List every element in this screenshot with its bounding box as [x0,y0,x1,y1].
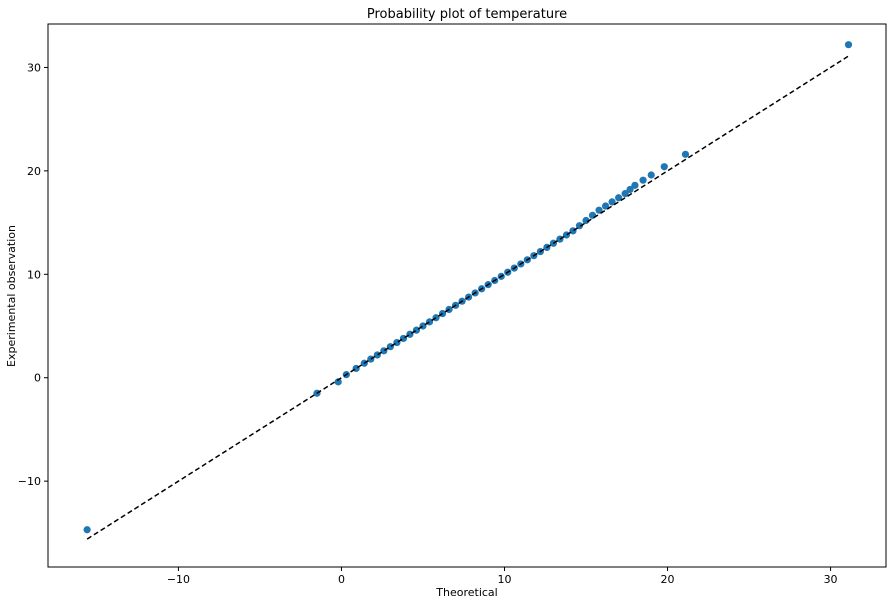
x-tick-label: 10 [497,573,511,586]
x-tick-label: 0 [338,573,345,586]
data-point [373,351,381,359]
data-point [334,378,342,386]
data-point [647,171,655,179]
plot-area: −10 0 10 20 30 −10 0 10 20 30 [18,23,887,586]
data-point [681,150,690,158]
data-point [352,364,360,373]
data-point [588,211,597,219]
data-point [556,235,564,243]
data-point [631,181,639,189]
data-point [419,322,427,330]
x-tick-label: −10 [167,573,190,586]
data-point [626,185,634,194]
data-point [615,194,623,202]
data-point [562,231,571,239]
data-point [575,222,584,230]
data-point [608,198,616,206]
y-tick-label: 20 [27,165,41,178]
data-point [399,334,408,343]
data-point [569,227,577,235]
x-axis-label: Theoretical [435,586,497,599]
data-point [83,526,91,534]
data-point [660,163,668,171]
y-tick-label: 0 [34,372,41,385]
data-point [601,202,610,210]
y-axis-label: Experimental observation [5,225,18,367]
plot-frame [47,23,887,568]
reference-line [86,54,851,540]
y-tick-label: 10 [27,268,41,281]
data-point [844,41,853,49]
y-tick-label: −10 [18,475,41,488]
y-tick-label: 30 [27,61,41,74]
x-tick-label: 30 [824,573,838,586]
data-point [386,343,394,351]
data-point [595,206,603,214]
data-point [621,190,629,198]
x-tick-label: 20 [661,573,675,586]
chart-title: Probability plot of temperature [367,7,567,22]
data-point [639,176,647,184]
